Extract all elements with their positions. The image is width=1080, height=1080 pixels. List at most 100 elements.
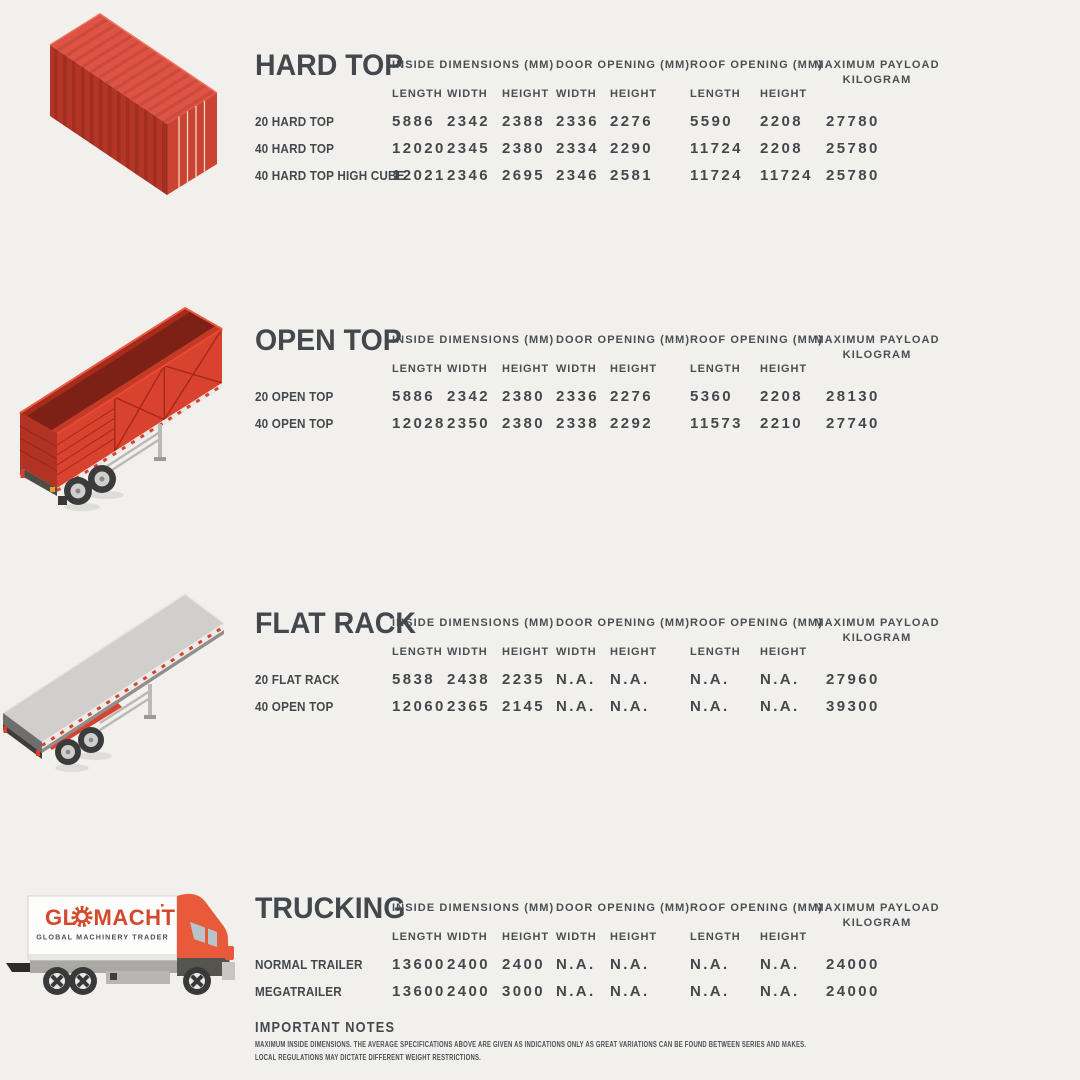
payload-header-line2: KILOGRAM: [842, 917, 912, 929]
spec-grid: INSIDE DIMENSIONS (MM) DOOR OPENING (MM) R…: [255, 58, 939, 189]
spec-value: 12060: [392, 698, 446, 715]
column-group-inside-dimensions: INSIDE DIMENSIONS (MM): [392, 59, 555, 71]
open-top-trailer-illustration: [0, 300, 250, 520]
column-subheader: LENGTH: [392, 931, 443, 943]
trademark-mark: [161, 904, 164, 907]
column-subheader: HEIGHT: [760, 931, 807, 943]
spec-value: 2400: [447, 983, 490, 1000]
spec-value: N.A.: [556, 671, 596, 688]
notes-title: IMPORTANT NOTES: [255, 1019, 396, 1036]
row-label: 40 HARD TOP HIGH CUBE: [255, 168, 405, 183]
spec-value: 2380: [502, 388, 545, 405]
spec-value: 2438: [447, 671, 490, 688]
spec-value: 2346: [447, 167, 490, 184]
spec-value: 2290: [610, 140, 653, 157]
notes-line-2: LOCAL REGULATIONS MAY DICTATE DIFFERENT …: [255, 1053, 482, 1062]
column-subheader: WIDTH: [447, 363, 488, 375]
spec-value: 2208: [760, 140, 803, 157]
column-subheader: HEIGHT: [760, 88, 807, 100]
red-container-icon: [49, 13, 218, 195]
row-label: MEGATRAILER: [255, 984, 342, 999]
gear-icon: [71, 905, 93, 928]
logo-brand-right: MACHT: [94, 905, 176, 930]
row-label: 40 OPEN TOP: [255, 699, 334, 714]
spec-value: N.A.: [610, 983, 650, 1000]
spec-value: 27740: [826, 415, 880, 432]
row-label: 20 OPEN TOP: [255, 389, 334, 404]
spec-value: 11724: [690, 167, 743, 184]
column-subheader: HEIGHT: [760, 363, 807, 375]
row-label: 20 HARD TOP: [255, 114, 335, 129]
column-group-max-payload: MAXIMUM PAYLOAD KILOGRAM: [814, 901, 938, 951]
spec-value: N.A.: [760, 698, 800, 715]
column-subheader: WIDTH: [447, 646, 488, 658]
spec-value: N.A.: [610, 698, 650, 715]
spec-value: 13600: [392, 956, 446, 973]
column-subheader: WIDTH: [556, 363, 597, 375]
spec-grid: INSIDE DIMENSIONS (MM) DOOR OPENING (MM) R…: [255, 616, 939, 720]
column-subheader: LENGTH: [690, 88, 741, 100]
spec-value: 5360: [690, 388, 733, 405]
truck-wheels: [43, 967, 211, 995]
column-group-door-opening: DOOR OPENING (MM): [556, 59, 691, 71]
spec-value: 12028: [392, 415, 446, 432]
spec-value: 2346: [556, 167, 599, 184]
spec-value: 2380: [502, 415, 545, 432]
spec-value: 2292: [610, 415, 653, 432]
spec-value: 2210: [760, 415, 803, 432]
spec-value: 2345: [447, 140, 490, 157]
column-group-roof-opening: ROOF OPENING (MM): [690, 59, 823, 71]
column-group-max-payload: MAXIMUM PAYLOAD KILOGRAM: [814, 58, 938, 108]
column-subheader: LENGTH: [690, 931, 741, 943]
spec-value: 28130: [826, 388, 880, 405]
payload-header-line1: MAXIMUM PAYLOAD: [814, 334, 940, 346]
trailer-wheels: [64, 465, 116, 505]
column-subheader: HEIGHT: [502, 88, 549, 100]
spec-value: N.A.: [556, 698, 596, 715]
section-title: OPEN TOP: [255, 324, 402, 357]
column-subheader: WIDTH: [556, 931, 597, 943]
spec-value: 25780: [826, 140, 880, 157]
payload-header-line2: KILOGRAM: [842, 74, 912, 86]
column-subheader: HEIGHT: [502, 931, 549, 943]
column-group-roof-opening: ROOF OPENING (MM): [690, 617, 823, 629]
column-subheader: HEIGHT: [610, 646, 657, 658]
row-label: 40 HARD TOP: [255, 141, 335, 156]
section-title: TRUCKING: [255, 892, 406, 925]
spec-value: 2342: [447, 113, 490, 130]
spec-value: 5590: [690, 113, 733, 130]
spec-value: N.A.: [690, 698, 730, 715]
spec-value: N.A.: [610, 671, 650, 688]
spec-value: 27780: [826, 113, 880, 130]
row-label: 40 OPEN TOP: [255, 416, 334, 431]
hard-top-container-illustration: [0, 10, 240, 220]
spec-value: 2145: [502, 698, 545, 715]
column-group-door-opening: DOOR OPENING (MM): [556, 617, 691, 629]
spec-value: 13600: [392, 983, 446, 1000]
spec-value: 11724: [690, 140, 743, 157]
column-subheader: HEIGHT: [610, 931, 657, 943]
spec-value: N.A.: [690, 671, 730, 688]
spec-value: 2581: [610, 167, 653, 184]
column-subheader: HEIGHT: [610, 363, 657, 375]
spec-value: 2276: [610, 388, 653, 405]
spec-value: 24000: [826, 956, 880, 973]
spec-value: 2235: [502, 671, 545, 688]
payload-header-line1: MAXIMUM PAYLOAD: [814, 59, 940, 71]
spec-value: 2350: [447, 415, 490, 432]
spec-value: 2388: [502, 113, 545, 130]
column-group-roof-opening: ROOF OPENING (MM): [690, 902, 823, 914]
column-group-max-payload: MAXIMUM PAYLOAD KILOGRAM: [814, 616, 938, 666]
spec-value: 5886: [392, 113, 435, 130]
row-label: NORMAL TRAILER: [255, 957, 363, 972]
spec-value: 2338: [556, 415, 599, 432]
spec-value: 2208: [760, 388, 803, 405]
spec-value: 5838: [392, 671, 435, 688]
spec-value: N.A.: [556, 956, 596, 973]
spec-value: N.A.: [760, 671, 800, 688]
column-subheader: HEIGHT: [502, 646, 549, 658]
column-group-inside-dimensions: INSIDE DIMENSIONS (MM): [392, 334, 555, 346]
payload-header-line1: MAXIMUM PAYLOAD: [814, 617, 940, 629]
spec-value: 25780: [826, 167, 880, 184]
